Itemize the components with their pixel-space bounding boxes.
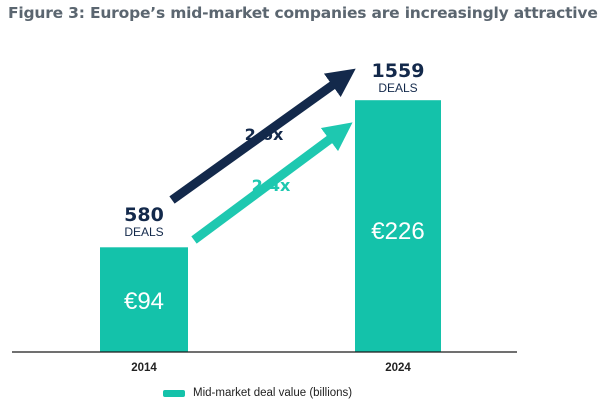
x-tick-label-2024: 2024 [385,362,411,374]
bar-2014 [100,247,188,352]
deals-growth-arrow [169,68,356,204]
bar-value-label-2014: €94 [124,288,164,315]
deals-unit-2024: DEALS [378,81,417,95]
legend: Mid-market deal value (billions) [163,387,352,399]
x-tick-label-2014: 2014 [131,362,157,374]
value-growth-arrow [191,122,353,244]
deals-growth-label: 2.6x [245,125,284,144]
deals-unit-2014: DEALS [124,225,163,239]
bar-value-label-2024: €226 [371,218,424,245]
legend-label: Mid-market deal value (billions) [193,387,353,399]
chart-title: Figure 3: Europe’s mid-market companies … [8,4,598,22]
deals-count-2014: 580 [124,204,164,226]
value-growth-label: 2.4x [252,176,291,195]
deals-count-2024: 1559 [372,60,425,82]
bar-2024 [355,100,441,352]
legend-swatch [163,389,185,397]
